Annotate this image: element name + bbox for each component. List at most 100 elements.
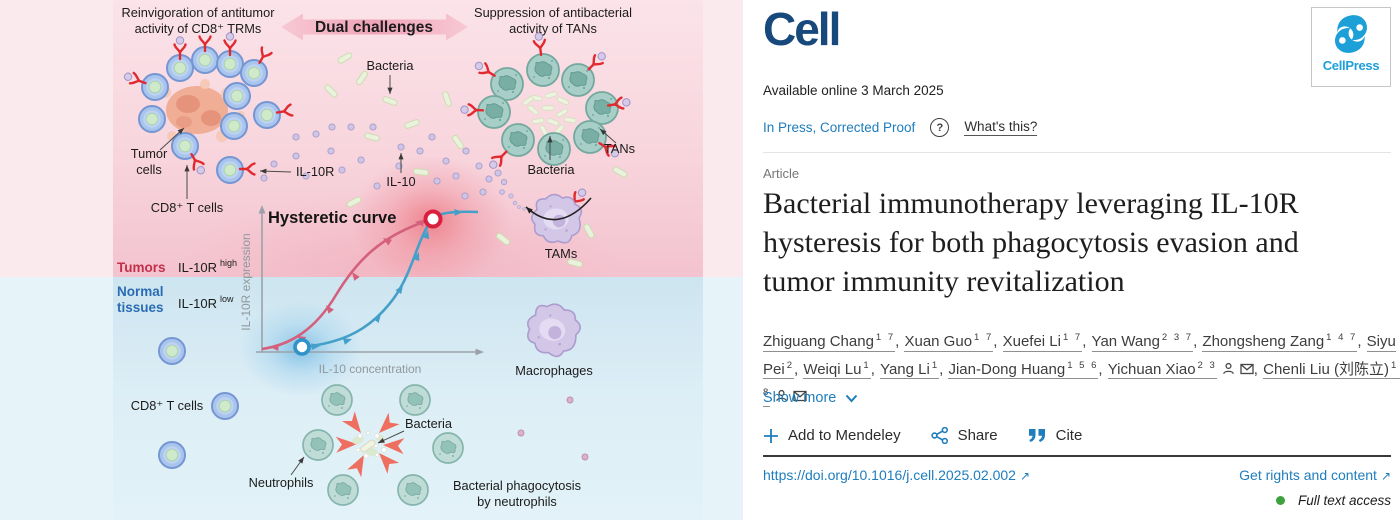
il10r-high-label: IL-10R <box>178 260 217 275</box>
person-icon[interactable] <box>1222 362 1235 375</box>
graphical-abstract[interactable]: Dual challenges <box>0 0 743 520</box>
bacteria-top-label: Bacteria <box>367 58 415 73</box>
il10r-high-sup: high <box>220 258 237 268</box>
show-more-button[interactable]: Show more <box>763 390 858 406</box>
banner-label: Dual challenges <box>315 19 433 36</box>
top-right-label-1: Suppression of antibacterial <box>474 5 632 20</box>
il10-dot <box>452 172 460 180</box>
top-left-label-2: activity of CD8⁺ TRMs <box>135 21 262 36</box>
il10-dot <box>327 147 335 155</box>
double-arrow-shape <box>281 13 468 41</box>
bacteria-bottom-label: Bacteria <box>405 416 453 431</box>
il10-dot <box>292 133 300 141</box>
tam-uptake-arrow <box>525 197 592 221</box>
author[interactable]: Yichuan Xiao 2 3, <box>1107 359 1263 379</box>
il10-dot <box>357 156 365 164</box>
il10-dot <box>373 182 381 190</box>
cellpress-logo[interactable]: CellPress <box>1311 7 1391 87</box>
tan-cell <box>477 95 511 129</box>
share-label: Share <box>957 427 998 444</box>
il10-dot <box>499 189 505 195</box>
tan-cell <box>537 132 571 166</box>
il10-dot <box>475 162 483 170</box>
cd8-t-cell <box>158 337 186 365</box>
bacteria-right-label: Bacteria <box>528 162 576 177</box>
access-label: Full text access <box>1297 493 1391 508</box>
author-list: Zhiguang Chang 1 7, Xuan Guo 1 7, Xuefei L… <box>763 326 1400 409</box>
share-button[interactable]: Share <box>930 427 998 444</box>
cellpress-glyph-icon <box>1335 15 1367 53</box>
high-state-marker <box>423 209 443 229</box>
cytokine-dot <box>517 429 525 437</box>
tans-label: TANs <box>604 141 635 156</box>
status-row: In Press, Corrected Proof ? What's this? <box>763 118 1038 137</box>
author[interactable]: Zhongsheng Zang 1 4 7, <box>1202 332 1366 352</box>
author[interactable]: Xuefei Li 1 7, <box>1002 332 1091 352</box>
cd8-t-cell <box>223 82 251 110</box>
author[interactable]: Xuan Guo 1 7, <box>904 332 1002 352</box>
il10-dot <box>338 166 346 174</box>
il10-dot <box>292 152 300 160</box>
divider-light <box>763 152 1391 153</box>
tumors-zone-label: Tumors <box>117 260 166 275</box>
cell-journal-logo[interactable]: Cell <box>763 3 841 55</box>
open-access-dot-icon <box>1276 496 1286 505</box>
dual-challenges-banner: Dual challenges <box>281 13 468 41</box>
tan-cell <box>573 120 607 154</box>
neutrophil-cell <box>327 474 359 506</box>
doi-link[interactable]: https://doi.org/10.1016/j.cell.2025.02.0… <box>763 467 1030 483</box>
il10-dot <box>347 123 355 131</box>
cd8-t-cell <box>141 73 169 101</box>
phagocytosis-label-1: Bacterial phagocytosis <box>453 478 581 493</box>
available-online-date: Available online 3 March 2025 <box>763 83 944 98</box>
external-link-icon: ↗ <box>1019 469 1031 483</box>
x-axis-label: IL-10 concentration <box>319 362 422 376</box>
il10-dot <box>433 177 441 185</box>
help-question-icon[interactable]: ? <box>930 118 950 137</box>
il10-label: IL-10 <box>386 174 415 189</box>
cd8-t-cell <box>158 441 186 469</box>
author[interactable]: Yang Li 1, <box>880 359 948 379</box>
get-rights-link[interactable]: Get rights and content ↗ <box>1239 467 1391 483</box>
article-header-panel: Cell CellPress Available online 3 March … <box>743 0 1400 520</box>
cd8-t-cell <box>171 132 199 160</box>
il10r-label: IL-10R <box>296 164 334 179</box>
action-toolbar: Add to Mendeley Share Cite <box>763 427 1082 444</box>
author[interactable]: Yan Wang 2 3 7, <box>1091 332 1202 352</box>
neutrophil-cell <box>399 384 431 416</box>
add-to-mendeley-button[interactable]: Add to Mendeley <box>763 427 901 444</box>
author[interactable]: Jian-Dong Huang 1 5 6, <box>948 359 1107 379</box>
cytokine-dot <box>581 453 589 461</box>
cd8-top-label: CD8⁺ T cells <box>151 200 223 215</box>
il10-dot <box>328 123 336 131</box>
neutrophil-cell <box>397 474 429 506</box>
macrophages-label: Macrophages <box>515 363 593 378</box>
cite-button[interactable]: Cite <box>1028 427 1082 444</box>
doi-text: https://doi.org/10.1016/j.cell.2025.02.0… <box>763 467 1016 483</box>
email-icon[interactable] <box>1240 363 1254 375</box>
whats-this-link[interactable]: What's this? <box>964 119 1038 136</box>
person-icon[interactable] <box>775 389 788 402</box>
title-line-1: Bacterial immunotherapy leveraging IL-10… <box>763 187 1299 220</box>
in-press-status[interactable]: In Press, Corrected Proof <box>763 120 916 135</box>
neutrophils-label: Neutrophils <box>249 475 314 490</box>
normal-zone-label-1: Normal <box>117 284 164 299</box>
author[interactable]: Zhiguang Chang 1 7, <box>763 332 904 352</box>
mendeley-label: Add to Mendeley <box>788 427 901 444</box>
il10-dot <box>461 192 469 200</box>
il10r-low-sup: low <box>220 294 234 304</box>
il10-dot <box>416 147 424 155</box>
title-line-3: tumor immunity revitalization <box>763 265 1125 298</box>
email-icon[interactable] <box>793 390 807 402</box>
share-icon <box>930 427 948 444</box>
il10-dot <box>508 193 514 199</box>
il10-dot <box>369 123 377 131</box>
rights-text: Get rights and content <box>1239 467 1377 483</box>
cd8-t-cell <box>211 392 239 420</box>
author[interactable]: Chenli Liu (刘陈立)1 3 8 <box>763 360 1400 407</box>
il10-dot <box>312 130 320 138</box>
cd8-bottom-label: CD8⁺ T cells <box>131 398 203 413</box>
author[interactable]: Siyu Pei 2, <box>763 333 1396 379</box>
cd8-t-cell <box>138 105 166 133</box>
author[interactable]: Weiqi Lu 1, <box>803 359 880 379</box>
